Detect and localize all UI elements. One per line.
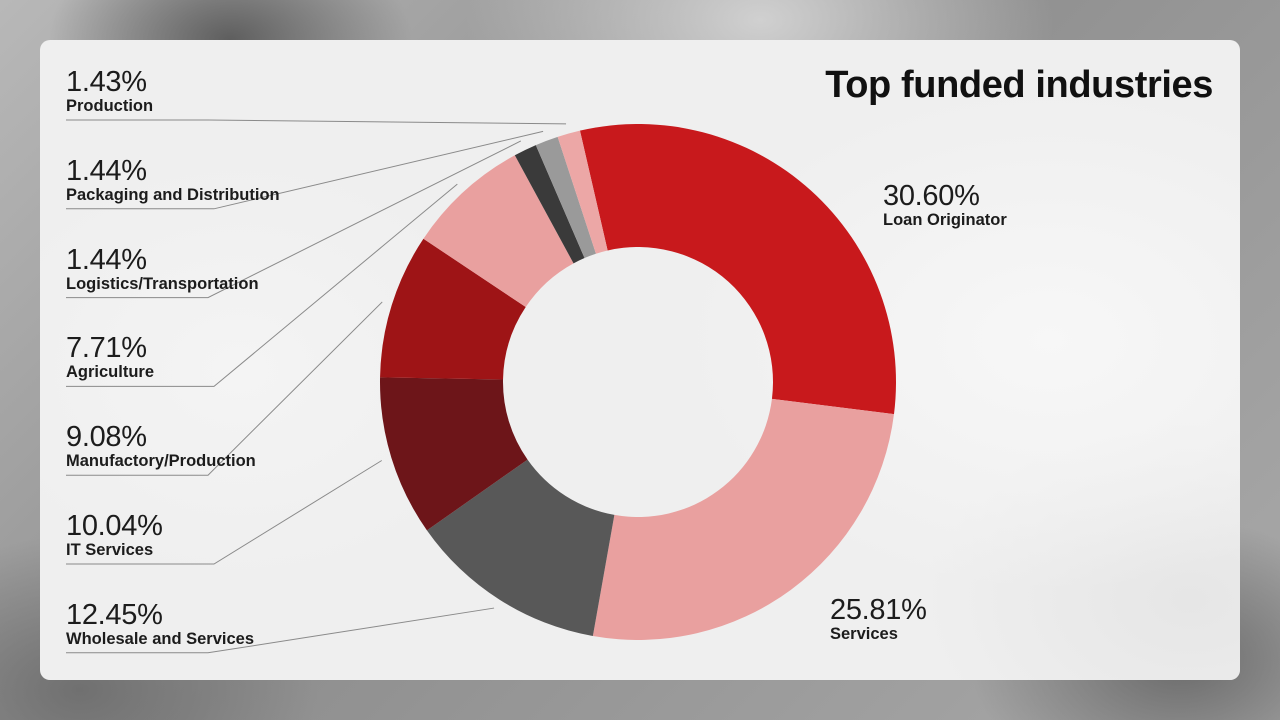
leader-line-production xyxy=(66,119,567,125)
chart-card: Top funded industries 30.60% Loan Origina… xyxy=(40,40,1240,680)
slice-wholesale-and-services xyxy=(426,459,615,637)
slice-name: Production xyxy=(66,97,154,115)
label-manufactory-production: 9.08% Manufactory/Production xyxy=(66,422,256,470)
label-wholesale-and-services: 12.45% Wholesale and Services xyxy=(66,600,254,648)
label-logistics-transportation: 1.44% Logistics/Transportation xyxy=(66,245,259,293)
slice-logistics-transportation xyxy=(514,145,585,264)
slice-name: Agriculture xyxy=(66,363,155,382)
slice-percent: 7.71% xyxy=(66,332,147,365)
slice-percent: 12.45% xyxy=(66,598,163,631)
leader-line-agriculture xyxy=(66,183,458,387)
slice-name: Loan Originator xyxy=(883,211,1007,229)
slice-loan-originator xyxy=(579,124,896,415)
slice-name: Logistics/Transportation xyxy=(66,274,259,293)
donut-slices xyxy=(380,124,896,640)
leader-line-it-services xyxy=(66,460,383,565)
slice-name: Wholesale and Services xyxy=(66,629,255,648)
slice-packaging-and-distribution xyxy=(535,136,596,259)
slice-percent: 25.81% xyxy=(830,594,927,626)
chart-title: Top funded industries xyxy=(825,64,1213,106)
slice-it-services xyxy=(380,377,528,531)
slice-percent: 1.44% xyxy=(66,243,147,276)
label-agriculture: 7.71% Agriculture xyxy=(66,333,154,381)
leader-lines xyxy=(66,119,567,654)
slice-percent: 30.60% xyxy=(883,180,980,212)
slice-percent: 1.44% xyxy=(66,154,147,187)
donut-chart xyxy=(66,119,896,654)
slice-percent: 10.04% xyxy=(66,510,163,542)
label-production: 1.43% Production xyxy=(66,67,153,115)
slice-percent: 9.08% xyxy=(66,421,147,454)
leader-line-logistics-transportation xyxy=(66,140,522,299)
slice-percent: 1.43% xyxy=(66,66,147,98)
label-it-services: 10.04% IT Services xyxy=(66,511,163,559)
leader-line-packaging-and-distribution xyxy=(66,130,544,210)
slice-name: Packaging and Distribution xyxy=(66,185,280,204)
label-packaging-and-distribution: 1.44% Packaging and Distribution xyxy=(66,156,280,204)
slice-services xyxy=(592,398,894,640)
slice-name: Services xyxy=(830,625,898,643)
leader-line-manufactory-production xyxy=(66,301,383,476)
slice-name: IT Services xyxy=(66,541,154,559)
slice-name: Manufactory/Production xyxy=(66,452,256,471)
label-loan-originator: 30.60% Loan Originator xyxy=(883,181,1007,229)
slice-agriculture xyxy=(423,155,574,308)
label-services: 25.81% Services xyxy=(830,595,927,643)
slice-manufactory-production xyxy=(380,238,526,380)
slice-production xyxy=(557,130,608,254)
leader-line-wholesale-and-services xyxy=(66,607,495,654)
